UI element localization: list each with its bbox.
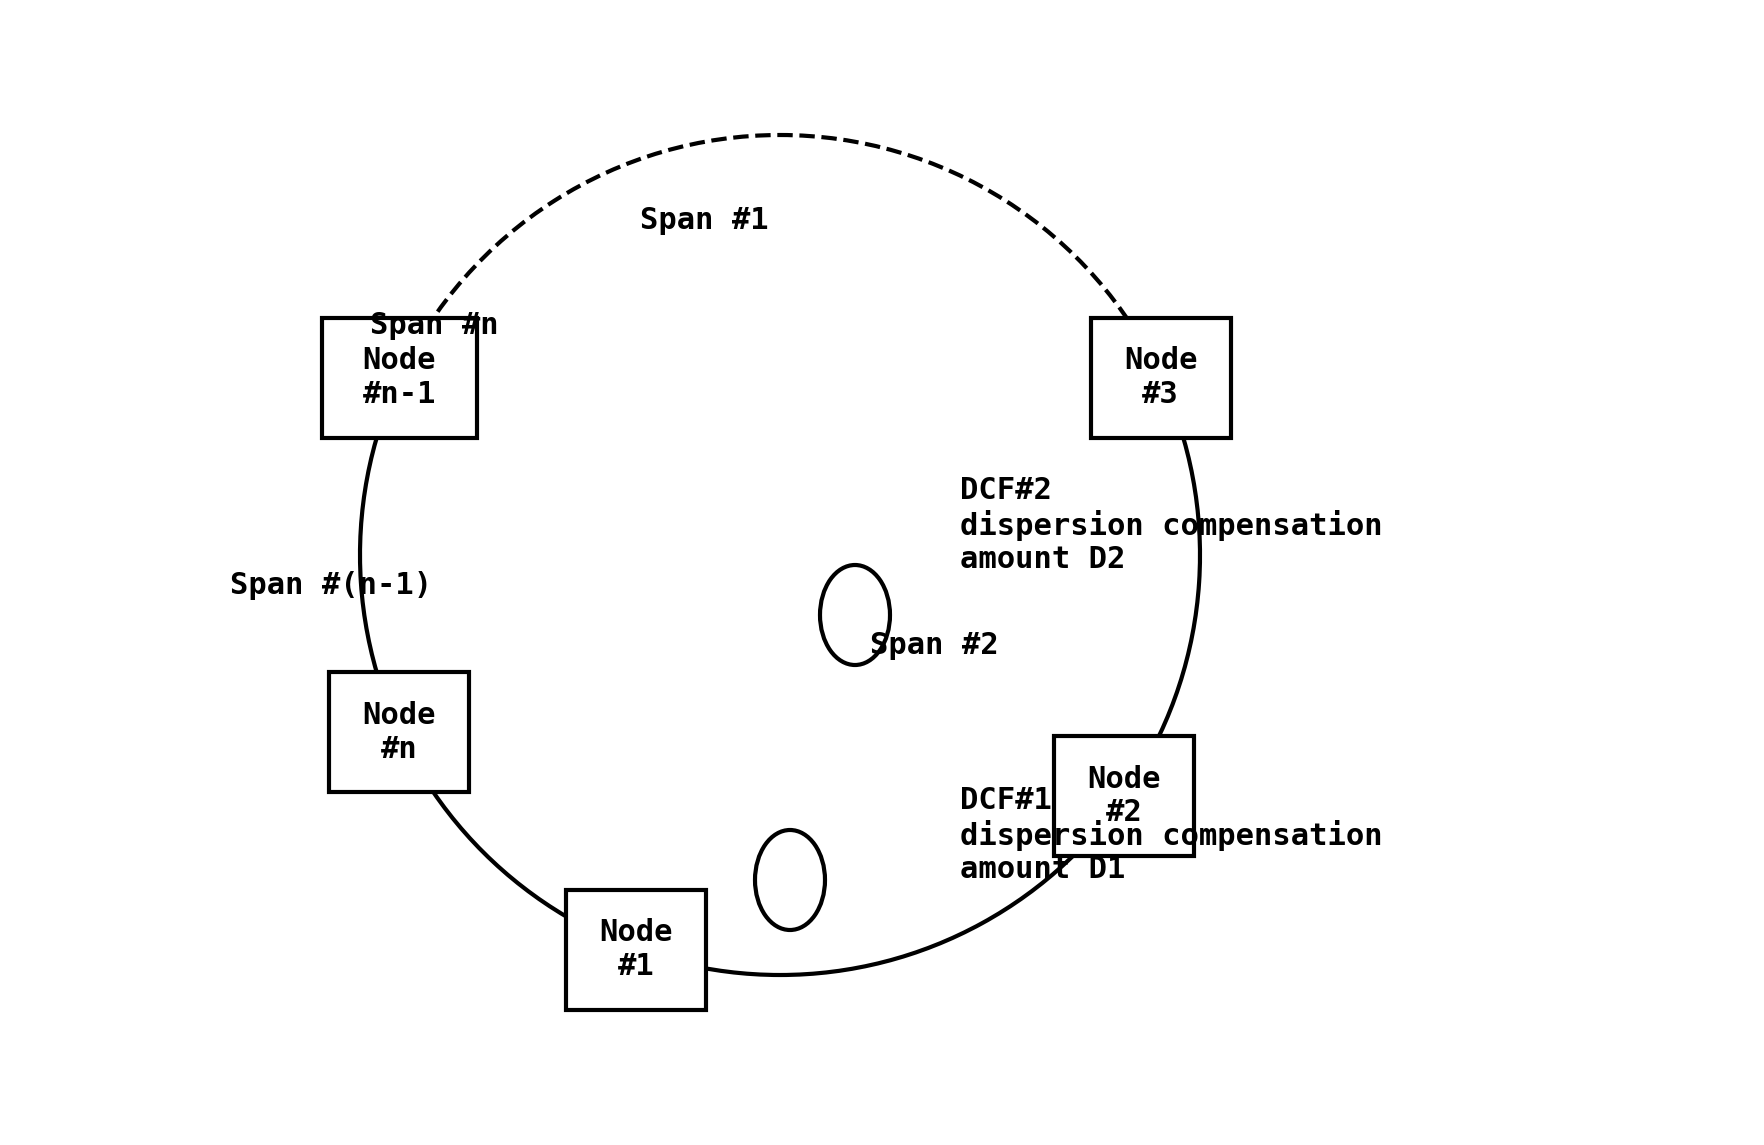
Text: Node
#1: Node #1 <box>600 918 672 981</box>
Text: Node
#2: Node #2 <box>1087 765 1161 827</box>
Text: Node
#3: Node #3 <box>1124 346 1196 409</box>
Text: Span #1: Span #1 <box>640 205 767 235</box>
Text: Node
#n-1: Node #n-1 <box>362 346 436 409</box>
Text: DCF#1
dispersion compensation
amount D1: DCF#1 dispersion compensation amount D1 <box>960 785 1381 884</box>
FancyBboxPatch shape <box>1090 317 1230 437</box>
FancyBboxPatch shape <box>566 890 706 1010</box>
Text: Node
#n: Node #n <box>362 701 436 764</box>
FancyBboxPatch shape <box>321 317 476 437</box>
FancyBboxPatch shape <box>1053 736 1194 856</box>
FancyBboxPatch shape <box>330 672 469 792</box>
Text: Span #2: Span #2 <box>870 631 998 660</box>
Text: DCF#2
dispersion compensation
amount D2: DCF#2 dispersion compensation amount D2 <box>960 475 1381 575</box>
Text: Span #n: Span #n <box>370 310 499 340</box>
Text: Span #(n-1): Span #(n-1) <box>229 570 432 600</box>
